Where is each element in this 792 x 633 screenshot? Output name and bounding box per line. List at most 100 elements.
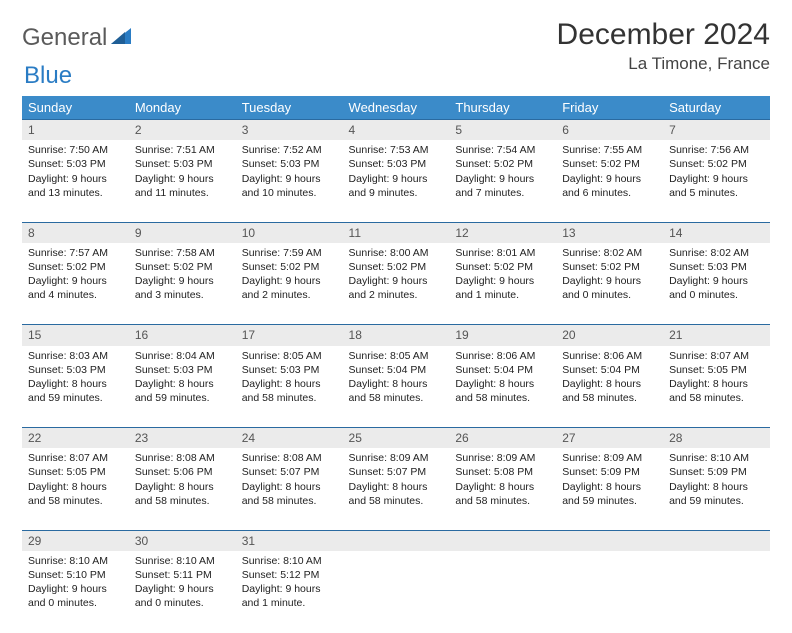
sunrise-line: Sunrise: 8:10 AM	[242, 554, 337, 568]
daylight-line: Daylight: 8 hours and 58 minutes.	[669, 377, 764, 405]
day-info-cell: Sunrise: 8:08 AMSunset: 5:07 PMDaylight:…	[236, 448, 343, 530]
day-info-cell: Sunrise: 8:09 AMSunset: 5:07 PMDaylight:…	[343, 448, 450, 530]
weekday-header: Sunday	[22, 96, 129, 120]
weekday-header: Thursday	[449, 96, 556, 120]
day-number-cell: 15	[22, 325, 129, 346]
logo-text-blue: Blue	[24, 62, 72, 89]
day-info-cell: Sunrise: 8:05 AMSunset: 5:03 PMDaylight:…	[236, 346, 343, 428]
day-info-cell: Sunrise: 8:02 AMSunset: 5:03 PMDaylight:…	[663, 243, 770, 325]
sunset-line: Sunset: 5:02 PM	[349, 260, 444, 274]
day-info-cell: Sunrise: 8:09 AMSunset: 5:08 PMDaylight:…	[449, 448, 556, 530]
day-number-cell: 2	[129, 120, 236, 141]
weekday-header-row: Sunday Monday Tuesday Wednesday Thursday…	[22, 96, 770, 120]
day-info-cell: Sunrise: 8:10 AMSunset: 5:12 PMDaylight:…	[236, 551, 343, 633]
day-info-cell: Sunrise: 7:51 AMSunset: 5:03 PMDaylight:…	[129, 140, 236, 222]
day-info-cell: Sunrise: 7:55 AMSunset: 5:02 PMDaylight:…	[556, 140, 663, 222]
weekday-header: Saturday	[663, 96, 770, 120]
sunrise-line: Sunrise: 8:06 AM	[562, 349, 657, 363]
day-number-cell: 17	[236, 325, 343, 346]
sunset-line: Sunset: 5:02 PM	[562, 157, 657, 171]
day-info-cell: Sunrise: 7:57 AMSunset: 5:02 PMDaylight:…	[22, 243, 129, 325]
day-number-cell: 6	[556, 120, 663, 141]
sunrise-line: Sunrise: 7:56 AM	[669, 143, 764, 157]
day-number-cell: 30	[129, 530, 236, 551]
sunset-line: Sunset: 5:02 PM	[669, 157, 764, 171]
sunrise-line: Sunrise: 8:09 AM	[562, 451, 657, 465]
sunset-line: Sunset: 5:03 PM	[28, 157, 123, 171]
day-number-cell	[556, 530, 663, 551]
day-number-cell: 26	[449, 428, 556, 449]
day-number-cell: 31	[236, 530, 343, 551]
daylight-line: Daylight: 9 hours and 0 minutes.	[28, 582, 123, 610]
sunrise-line: Sunrise: 8:04 AM	[135, 349, 230, 363]
day-info-row: Sunrise: 8:07 AMSunset: 5:05 PMDaylight:…	[22, 448, 770, 530]
day-info-row: Sunrise: 8:03 AMSunset: 5:03 PMDaylight:…	[22, 346, 770, 428]
calendar-table: Sunday Monday Tuesday Wednesday Thursday…	[22, 96, 770, 633]
sunrise-line: Sunrise: 7:59 AM	[242, 246, 337, 260]
sunset-line: Sunset: 5:04 PM	[349, 363, 444, 377]
daylight-line: Daylight: 8 hours and 58 minutes.	[349, 480, 444, 508]
sunset-line: Sunset: 5:03 PM	[28, 363, 123, 377]
sunrise-line: Sunrise: 8:07 AM	[28, 451, 123, 465]
sunrise-line: Sunrise: 8:06 AM	[455, 349, 550, 363]
day-number-cell: 22	[22, 428, 129, 449]
sunset-line: Sunset: 5:03 PM	[135, 363, 230, 377]
day-info-cell: Sunrise: 8:07 AMSunset: 5:05 PMDaylight:…	[663, 346, 770, 428]
sunset-line: Sunset: 5:03 PM	[669, 260, 764, 274]
sunrise-line: Sunrise: 7:57 AM	[28, 246, 123, 260]
day-info-cell: Sunrise: 8:00 AMSunset: 5:02 PMDaylight:…	[343, 243, 450, 325]
daylight-line: Daylight: 8 hours and 59 minutes.	[669, 480, 764, 508]
day-info-cell: Sunrise: 8:06 AMSunset: 5:04 PMDaylight:…	[449, 346, 556, 428]
daylight-line: Daylight: 9 hours and 13 minutes.	[28, 172, 123, 200]
sunset-line: Sunset: 5:09 PM	[669, 465, 764, 479]
day-number-cell: 10	[236, 222, 343, 243]
sunset-line: Sunset: 5:05 PM	[669, 363, 764, 377]
sunrise-line: Sunrise: 8:10 AM	[28, 554, 123, 568]
sunrise-line: Sunrise: 7:55 AM	[562, 143, 657, 157]
sunrise-line: Sunrise: 8:09 AM	[455, 451, 550, 465]
daylight-line: Daylight: 9 hours and 9 minutes.	[349, 172, 444, 200]
daylight-line: Daylight: 9 hours and 11 minutes.	[135, 172, 230, 200]
day-info-cell: Sunrise: 8:09 AMSunset: 5:09 PMDaylight:…	[556, 448, 663, 530]
daylight-line: Daylight: 8 hours and 59 minutes.	[135, 377, 230, 405]
sunrise-line: Sunrise: 7:54 AM	[455, 143, 550, 157]
day-number-cell: 29	[22, 530, 129, 551]
sunset-line: Sunset: 5:12 PM	[242, 568, 337, 582]
day-info-row: Sunrise: 7:50 AMSunset: 5:03 PMDaylight:…	[22, 140, 770, 222]
sunset-line: Sunset: 5:03 PM	[242, 157, 337, 171]
daylight-line: Daylight: 8 hours and 58 minutes.	[455, 377, 550, 405]
sunset-line: Sunset: 5:03 PM	[242, 363, 337, 377]
daylight-line: Daylight: 8 hours and 58 minutes.	[242, 480, 337, 508]
sunrise-line: Sunrise: 8:08 AM	[135, 451, 230, 465]
day-info-cell: Sunrise: 8:08 AMSunset: 5:06 PMDaylight:…	[129, 448, 236, 530]
day-number-cell: 28	[663, 428, 770, 449]
day-info-cell: Sunrise: 7:56 AMSunset: 5:02 PMDaylight:…	[663, 140, 770, 222]
day-info-cell: Sunrise: 7:53 AMSunset: 5:03 PMDaylight:…	[343, 140, 450, 222]
day-number-row: 22232425262728	[22, 428, 770, 449]
day-info-cell: Sunrise: 7:52 AMSunset: 5:03 PMDaylight:…	[236, 140, 343, 222]
day-number-cell: 11	[343, 222, 450, 243]
day-info-cell	[556, 551, 663, 633]
sunrise-line: Sunrise: 8:03 AM	[28, 349, 123, 363]
day-number-cell: 20	[556, 325, 663, 346]
sunrise-line: Sunrise: 8:05 AM	[242, 349, 337, 363]
day-info-cell: Sunrise: 8:07 AMSunset: 5:05 PMDaylight:…	[22, 448, 129, 530]
sunset-line: Sunset: 5:07 PM	[349, 465, 444, 479]
sunset-line: Sunset: 5:03 PM	[349, 157, 444, 171]
sunset-line: Sunset: 5:02 PM	[242, 260, 337, 274]
sunrise-line: Sunrise: 7:58 AM	[135, 246, 230, 260]
daylight-line: Daylight: 8 hours and 58 minutes.	[242, 377, 337, 405]
sunset-line: Sunset: 5:10 PM	[28, 568, 123, 582]
day-info-cell: Sunrise: 8:10 AMSunset: 5:10 PMDaylight:…	[22, 551, 129, 633]
weekday-header: Monday	[129, 96, 236, 120]
daylight-line: Daylight: 8 hours and 59 minutes.	[562, 480, 657, 508]
sunset-line: Sunset: 5:04 PM	[455, 363, 550, 377]
day-info-cell: Sunrise: 8:02 AMSunset: 5:02 PMDaylight:…	[556, 243, 663, 325]
day-number-row: 15161718192021	[22, 325, 770, 346]
sunrise-line: Sunrise: 8:07 AM	[669, 349, 764, 363]
daylight-line: Daylight: 9 hours and 4 minutes.	[28, 274, 123, 302]
day-number-row: 1234567	[22, 120, 770, 141]
day-number-cell	[663, 530, 770, 551]
day-number-row: 293031	[22, 530, 770, 551]
sunset-line: Sunset: 5:08 PM	[455, 465, 550, 479]
